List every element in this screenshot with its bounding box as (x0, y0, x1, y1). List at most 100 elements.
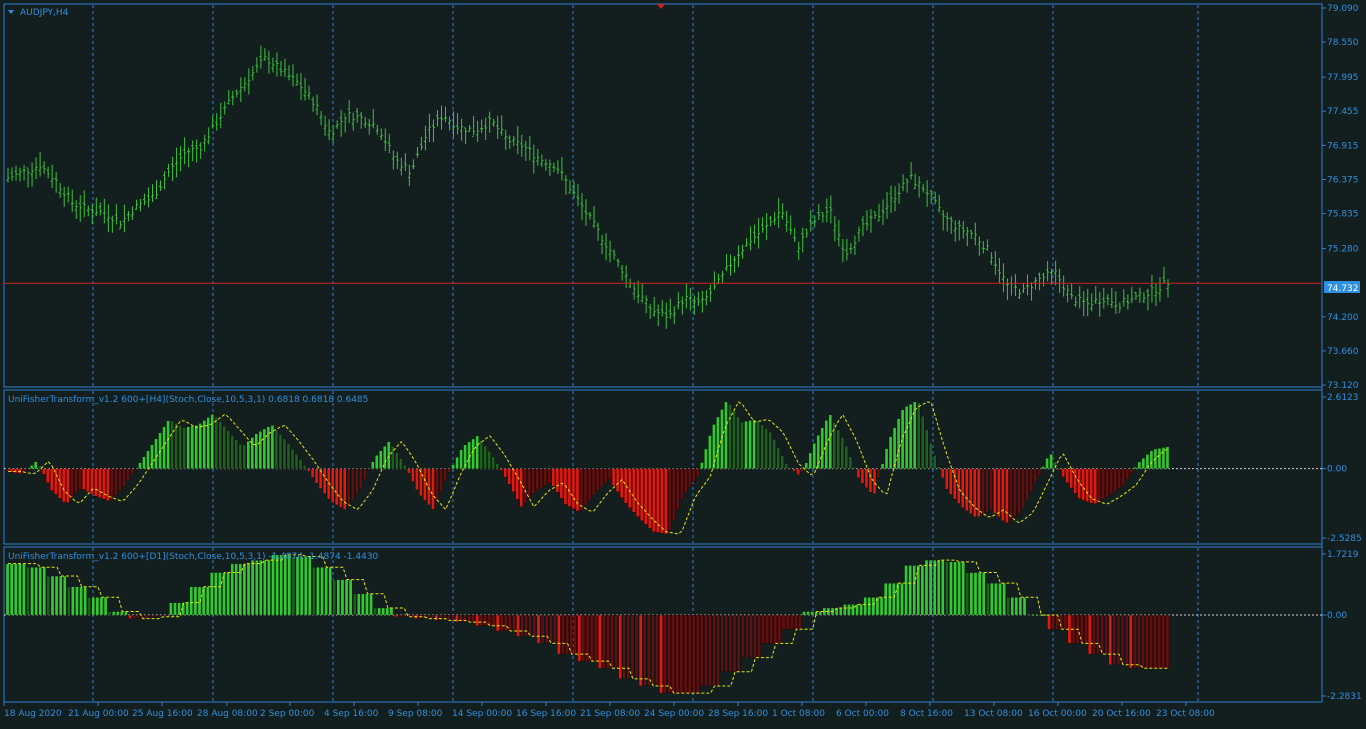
histogram-bar (792, 468, 796, 472)
histogram-bar (82, 468, 86, 490)
candle (1082, 291, 1086, 317)
candle (1098, 291, 1102, 317)
histogram-bar (941, 559, 945, 616)
candle (1130, 287, 1134, 304)
histogram-bar (523, 468, 527, 503)
histogram-bar (745, 614, 749, 658)
histogram-bar (540, 614, 545, 644)
symbol-dropdown-icon[interactable] (8, 10, 14, 14)
histogram-bar (495, 614, 500, 632)
histogram-bar (487, 450, 491, 469)
candle (1066, 284, 1070, 303)
candle (624, 265, 628, 288)
histogram-bar (515, 468, 519, 500)
histogram-bar (471, 438, 475, 469)
histogram-bar (295, 556, 300, 616)
histogram-bar (720, 409, 724, 469)
histogram-bar (579, 468, 584, 511)
histogram-bar (1092, 614, 1096, 655)
histogram-bar (981, 572, 986, 616)
candle (821, 212, 825, 223)
candle (861, 216, 865, 237)
histogram-bar (553, 614, 557, 644)
candle (299, 72, 303, 101)
histogram-bar (1137, 614, 1141, 669)
histogram-bar (439, 468, 443, 492)
candle (777, 197, 781, 228)
candle (74, 200, 78, 219)
histogram-bar (1055, 614, 1059, 630)
histogram-bar (22, 563, 26, 616)
histogram-bar (741, 614, 745, 658)
candle (564, 175, 568, 195)
histogram-bar (1116, 614, 1121, 665)
candle (247, 68, 251, 95)
shift-marker-icon[interactable] (657, 4, 665, 9)
candle (893, 186, 897, 212)
candle (917, 176, 921, 198)
histogram-bar (900, 582, 904, 616)
histogram-bar (1105, 468, 1109, 498)
time-label-13: 6 Oct 00:00 (836, 709, 889, 719)
histogram-bar (606, 614, 610, 669)
histogram-bar (58, 468, 62, 499)
histogram-bar (287, 554, 292, 616)
time-label-2: 25 Aug 16:00 (132, 709, 193, 719)
candle (1026, 274, 1030, 296)
candle (544, 158, 548, 171)
histogram-bar (957, 561, 961, 616)
histogram-bar (712, 424, 716, 469)
candle (1114, 291, 1118, 314)
histogram-bar (14, 563, 18, 616)
candle (456, 112, 460, 135)
candle (114, 204, 118, 225)
histogram-bar (30, 567, 34, 616)
candle (813, 215, 817, 228)
candle (98, 202, 102, 216)
histogram-bar (230, 435, 234, 469)
candle (122, 204, 126, 233)
histogram-bar (1133, 614, 1137, 669)
histogram-bar (634, 614, 639, 680)
histogram-bar (1088, 614, 1092, 655)
histogram-bar (459, 614, 463, 623)
histogram-bar (904, 565, 908, 616)
candle (227, 89, 231, 105)
candle (837, 220, 841, 247)
candle (1050, 268, 1054, 285)
histogram-bar (688, 468, 692, 488)
candle (423, 125, 427, 151)
histogram-bar (483, 614, 488, 626)
histogram-bar (696, 614, 700, 694)
histogram-bar (138, 462, 142, 469)
candle (728, 254, 732, 276)
histogram-bar (800, 468, 804, 473)
candle (159, 180, 163, 191)
time-label-4: 2 Sep 00:00 (260, 709, 315, 719)
histogram-bar (908, 404, 913, 469)
histogram-bar (271, 554, 275, 616)
histogram-bar (860, 468, 865, 484)
histogram-bar (932, 559, 937, 616)
candle (797, 241, 801, 260)
histogram-bar (177, 602, 181, 616)
candle (672, 306, 676, 325)
histogram-bar (218, 421, 222, 469)
histogram-bar (1109, 468, 1113, 495)
candle (1090, 293, 1094, 312)
candle (86, 205, 90, 217)
histogram-bar (395, 452, 399, 469)
histogram-bar (900, 409, 905, 469)
candle (825, 198, 829, 223)
candle (343, 113, 347, 133)
candle (745, 238, 749, 247)
candle (941, 209, 945, 231)
candle (512, 135, 516, 147)
histogram-bar (442, 614, 447, 621)
candle (267, 50, 271, 74)
histogram-bar (920, 415, 925, 469)
candle (315, 94, 319, 116)
histogram-bar (603, 468, 608, 484)
candle (18, 167, 22, 182)
